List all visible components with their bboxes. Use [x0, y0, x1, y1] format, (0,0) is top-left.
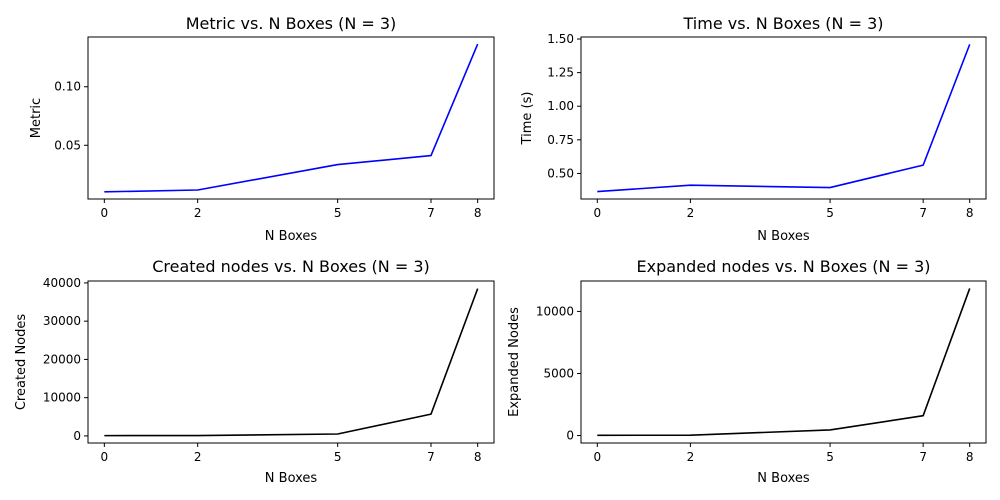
subplot-expanded-nodes: Expanded nodes vs. N Boxes (N = 3) N Box… — [507, 257, 987, 486]
plot-frame — [87, 36, 495, 200]
x-tick-label: 7 — [427, 206, 435, 220]
x-axis-label: N Boxes — [757, 471, 810, 486]
y-tick-label: 0 — [566, 429, 574, 443]
chart-title: Time vs. N Boxes (N = 3) — [683, 14, 884, 33]
y-axis-label: Metric — [29, 98, 44, 138]
x-tick-label: 2 — [194, 450, 202, 464]
x-tick-label: 7 — [919, 450, 927, 464]
x-tick-label: 5 — [334, 450, 342, 464]
series-line — [597, 288, 971, 437]
x-tick-label: 8 — [474, 206, 482, 220]
x-axis-label: N Boxes — [265, 229, 318, 244]
y-tick-label: 0.10 — [54, 80, 81, 94]
series-line — [104, 288, 479, 437]
y-tick-label: 0.75 — [547, 133, 574, 147]
x-tick-label: 0 — [593, 450, 601, 464]
y-tick-label: 1.00 — [547, 99, 574, 113]
x-axis-label: N Boxes — [757, 229, 810, 244]
y-tick-label: 30000 — [43, 314, 81, 328]
x-tick-label: 2 — [687, 206, 695, 220]
y-axis-label: Time (s) — [520, 92, 535, 146]
chart-title: Metric vs. N Boxes (N = 3) — [186, 14, 397, 33]
x-tick-label: 8 — [474, 450, 482, 464]
series-line — [597, 44, 971, 193]
x-tick-label: 5 — [826, 206, 834, 220]
y-axis-label: Created Nodes — [14, 314, 29, 411]
x-tick-label: 2 — [687, 450, 695, 464]
y-tick-label: 10000 — [536, 304, 574, 318]
x-tick-label: 8 — [966, 206, 974, 220]
subplot-metric: Metric vs. N Boxes (N = 3) N Boxes Metri… — [29, 14, 495, 244]
y-tick-label: 40000 — [43, 276, 81, 290]
x-tick-label: 2 — [194, 206, 202, 220]
y-tick-label: 10000 — [43, 391, 81, 405]
x-tick-label: 5 — [826, 450, 834, 464]
subplot-time: Time vs. N Boxes (N = 3) N Boxes Time (s… — [520, 14, 987, 244]
y-tick-label: 0.05 — [54, 138, 81, 152]
plot-frame — [580, 280, 987, 444]
chart-title: Expanded nodes vs. N Boxes (N = 3) — [636, 257, 930, 276]
y-tick-label: 5000 — [543, 366, 574, 380]
subplot-created-nodes: Created nodes vs. N Boxes (N = 3) N Boxe… — [14, 257, 495, 486]
x-tick-label: 8 — [966, 450, 974, 464]
y-axis-label: Expanded Nodes — [507, 307, 522, 417]
x-tick-label: 0 — [101, 206, 109, 220]
x-tick-label: 7 — [427, 450, 435, 464]
x-tick-label: 7 — [919, 206, 927, 220]
chart-title: Created nodes vs. N Boxes (N = 3) — [152, 257, 430, 276]
x-tick-label: 5 — [334, 206, 342, 220]
x-tick-label: 0 — [593, 206, 601, 220]
plot-frame — [87, 280, 495, 444]
y-tick-label: 1.50 — [547, 32, 574, 46]
series-line — [104, 43, 479, 193]
y-tick-label: 0.50 — [547, 166, 574, 180]
y-tick-label: 0 — [73, 429, 81, 443]
y-tick-label: 20000 — [43, 352, 81, 366]
y-tick-label: 1.25 — [547, 66, 574, 80]
plot-frame — [580, 36, 987, 200]
x-axis-label: N Boxes — [265, 471, 318, 486]
x-tick-label: 0 — [101, 450, 109, 464]
